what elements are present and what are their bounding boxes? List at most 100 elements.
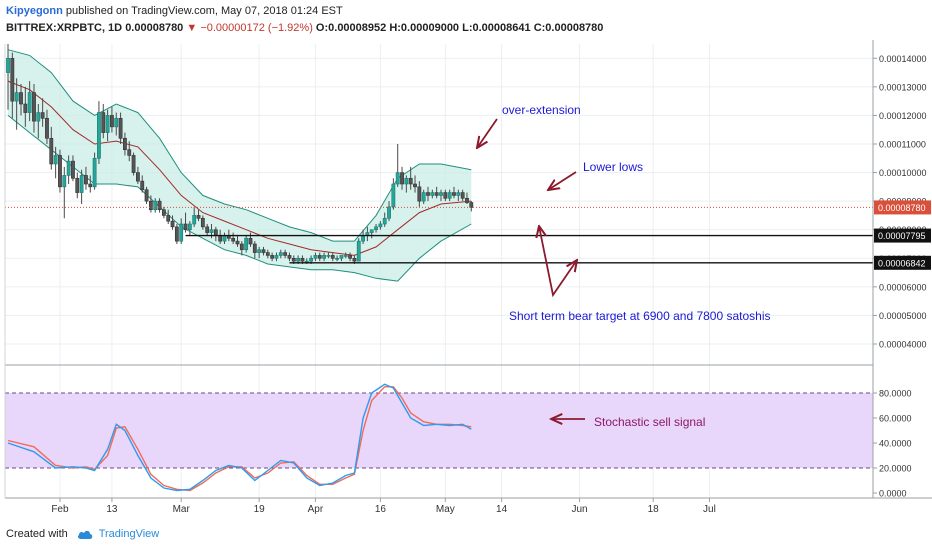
bollinger-basis-line [7,80,472,256]
candle-up [114,117,119,128]
candle-up [179,223,184,242]
candle-down [413,183,417,188]
candle-up [382,217,387,225]
candle-down [101,112,106,133]
bollinger-lower-line [7,115,472,282]
arrow-over-extension [477,118,498,148]
candle-up [309,257,314,262]
candle-down [239,243,244,251]
candle-up [6,57,10,73]
candle-down [300,257,305,262]
candle-down [183,223,188,231]
price-badge-label: 0.00006842 [878,258,926,268]
candle-down [218,235,223,242]
price-tick-label: 0.00005000 [879,311,927,321]
current-price-badge [874,200,931,215]
stochastic-tick-label: 20.0000 [879,464,912,474]
candle-down [84,175,88,185]
ohlc-close: C:0.00008780 [533,22,604,34]
candle-down [287,255,292,259]
candle-down [144,189,149,202]
candle-down [123,137,127,151]
candle-down [161,209,166,216]
candle-down [19,92,23,105]
time-tick-label: Apr [308,504,324,515]
candle-up [439,192,443,196]
candle-up [92,157,97,188]
candle-up [456,192,461,196]
candle-down [49,137,54,165]
candle-up [313,255,318,259]
footer: Created with TradingView [6,528,159,540]
candle-up [27,92,32,113]
symbol-legend: BITTREX:XRPBTC, 1D 0.00008780 ▼ −0.00000… [6,22,603,34]
candle-down [434,192,439,196]
stochastic-k-line [7,383,472,492]
time-tick-label: Jun [571,504,587,515]
candle-up [187,223,192,231]
candle-down [408,177,413,185]
axes: 0.000040000.000050000.000060000.00007000… [4,40,932,515]
stochastic-tick-label: 60.0000 [879,414,912,424]
candle-up [66,160,71,176]
candle-down [170,220,175,228]
annotation-lower-lows: Lower lows [583,160,643,174]
time-tick-label: 14 [496,504,508,515]
price-tick-label: 0.00006000 [879,282,927,292]
time-tick-label: 16 [375,504,387,515]
created-with-label: Created with [6,528,68,540]
candle-down [417,186,422,202]
candle-up [296,257,301,262]
candle-down [148,200,153,211]
ohlc-high: H:0.00009000 [389,22,460,34]
time-tick-label: 13 [106,504,118,515]
price-tick-label: 0.00010000 [879,168,927,178]
candle-up [430,192,435,196]
candle-up [339,255,344,259]
ohlc-open: O:0.00008952 [315,22,387,34]
candle-up [326,255,331,257]
candle-down [127,149,132,156]
candle-down [23,103,28,113]
price-tick-label: 0.00014000 [879,54,927,64]
bollinger-upper-line [7,49,472,242]
candle-up [153,200,158,211]
candle-down [166,215,171,222]
stochastic-tick-label: 80.0000 [879,389,912,399]
candle-down [348,255,352,259]
bollinger-bands [7,49,472,282]
candle-down [426,192,430,196]
price-change: ▼ −0.00000172 (−1.92%) [186,22,313,34]
candle-up [97,112,101,159]
candle-down [40,112,45,119]
candle-down [213,229,218,236]
candle-up [421,192,426,202]
candle-up [62,175,67,188]
candle-up [335,257,339,260]
arrow-lower-lows [548,171,577,190]
author-name[interactable]: Kipyegonn [6,5,63,17]
time-tick-label: Feb [51,504,69,515]
candle-down [88,183,93,188]
candle-down [270,255,275,259]
candle-up [209,229,214,233]
candle-up [79,175,84,193]
candle-down [45,117,49,139]
candle-down [452,192,456,196]
stochastic-tick-label: 0.0000 [879,489,907,499]
tradingview-brand-link[interactable]: TradingView [98,528,160,540]
candle-down [118,117,123,139]
candle-down [283,252,288,256]
candle-up [257,249,262,253]
candle-up [304,260,309,263]
candle-down [205,226,210,233]
candle-down [200,217,205,228]
candle-up [274,255,279,259]
candle-up [343,255,348,257]
target-lines [5,206,873,264]
price-badge-label: 0.00007795 [878,231,926,241]
candle-up [378,223,383,228]
candle-up [278,252,283,256]
candle-up [36,112,41,122]
